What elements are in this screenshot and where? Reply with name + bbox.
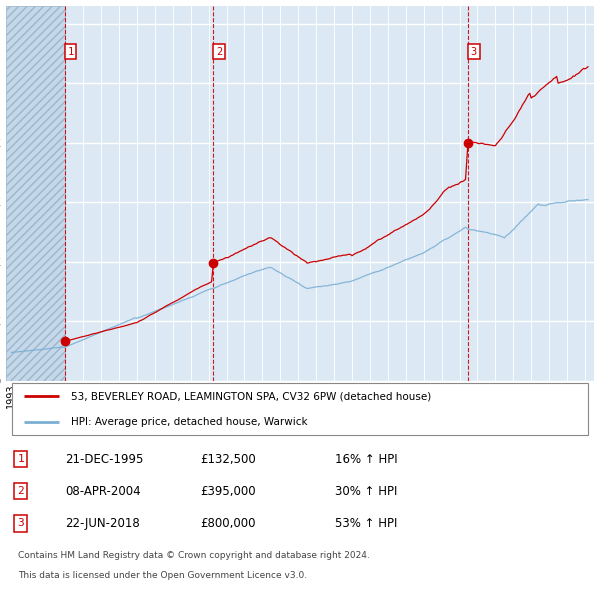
FancyBboxPatch shape: [12, 383, 588, 435]
Text: 22-JUN-2018: 22-JUN-2018: [65, 517, 140, 530]
Text: 08-APR-2004: 08-APR-2004: [65, 485, 140, 498]
Text: 2: 2: [17, 486, 24, 496]
Text: 53, BEVERLEY ROAD, LEAMINGTON SPA, CV32 6PW (detached house): 53, BEVERLEY ROAD, LEAMINGTON SPA, CV32 …: [71, 391, 431, 401]
Text: £132,500: £132,500: [200, 453, 256, 466]
Text: 3: 3: [470, 47, 477, 57]
Text: 53% ↑ HPI: 53% ↑ HPI: [335, 517, 398, 530]
Text: HPI: Average price, detached house, Warwick: HPI: Average price, detached house, Warw…: [71, 417, 307, 427]
Text: 2: 2: [216, 47, 223, 57]
Text: 21-DEC-1995: 21-DEC-1995: [65, 453, 143, 466]
Text: 1: 1: [17, 454, 24, 464]
Text: 3: 3: [17, 519, 24, 529]
Text: 1: 1: [67, 47, 74, 57]
Text: £800,000: £800,000: [200, 517, 256, 530]
Text: This data is licensed under the Open Government Licence v3.0.: This data is licensed under the Open Gov…: [18, 571, 307, 580]
Text: Contains HM Land Registry data © Crown copyright and database right 2024.: Contains HM Land Registry data © Crown c…: [18, 551, 370, 560]
Text: 30% ↑ HPI: 30% ↑ HPI: [335, 485, 398, 498]
Text: 16% ↑ HPI: 16% ↑ HPI: [335, 453, 398, 466]
Text: £395,000: £395,000: [200, 485, 256, 498]
